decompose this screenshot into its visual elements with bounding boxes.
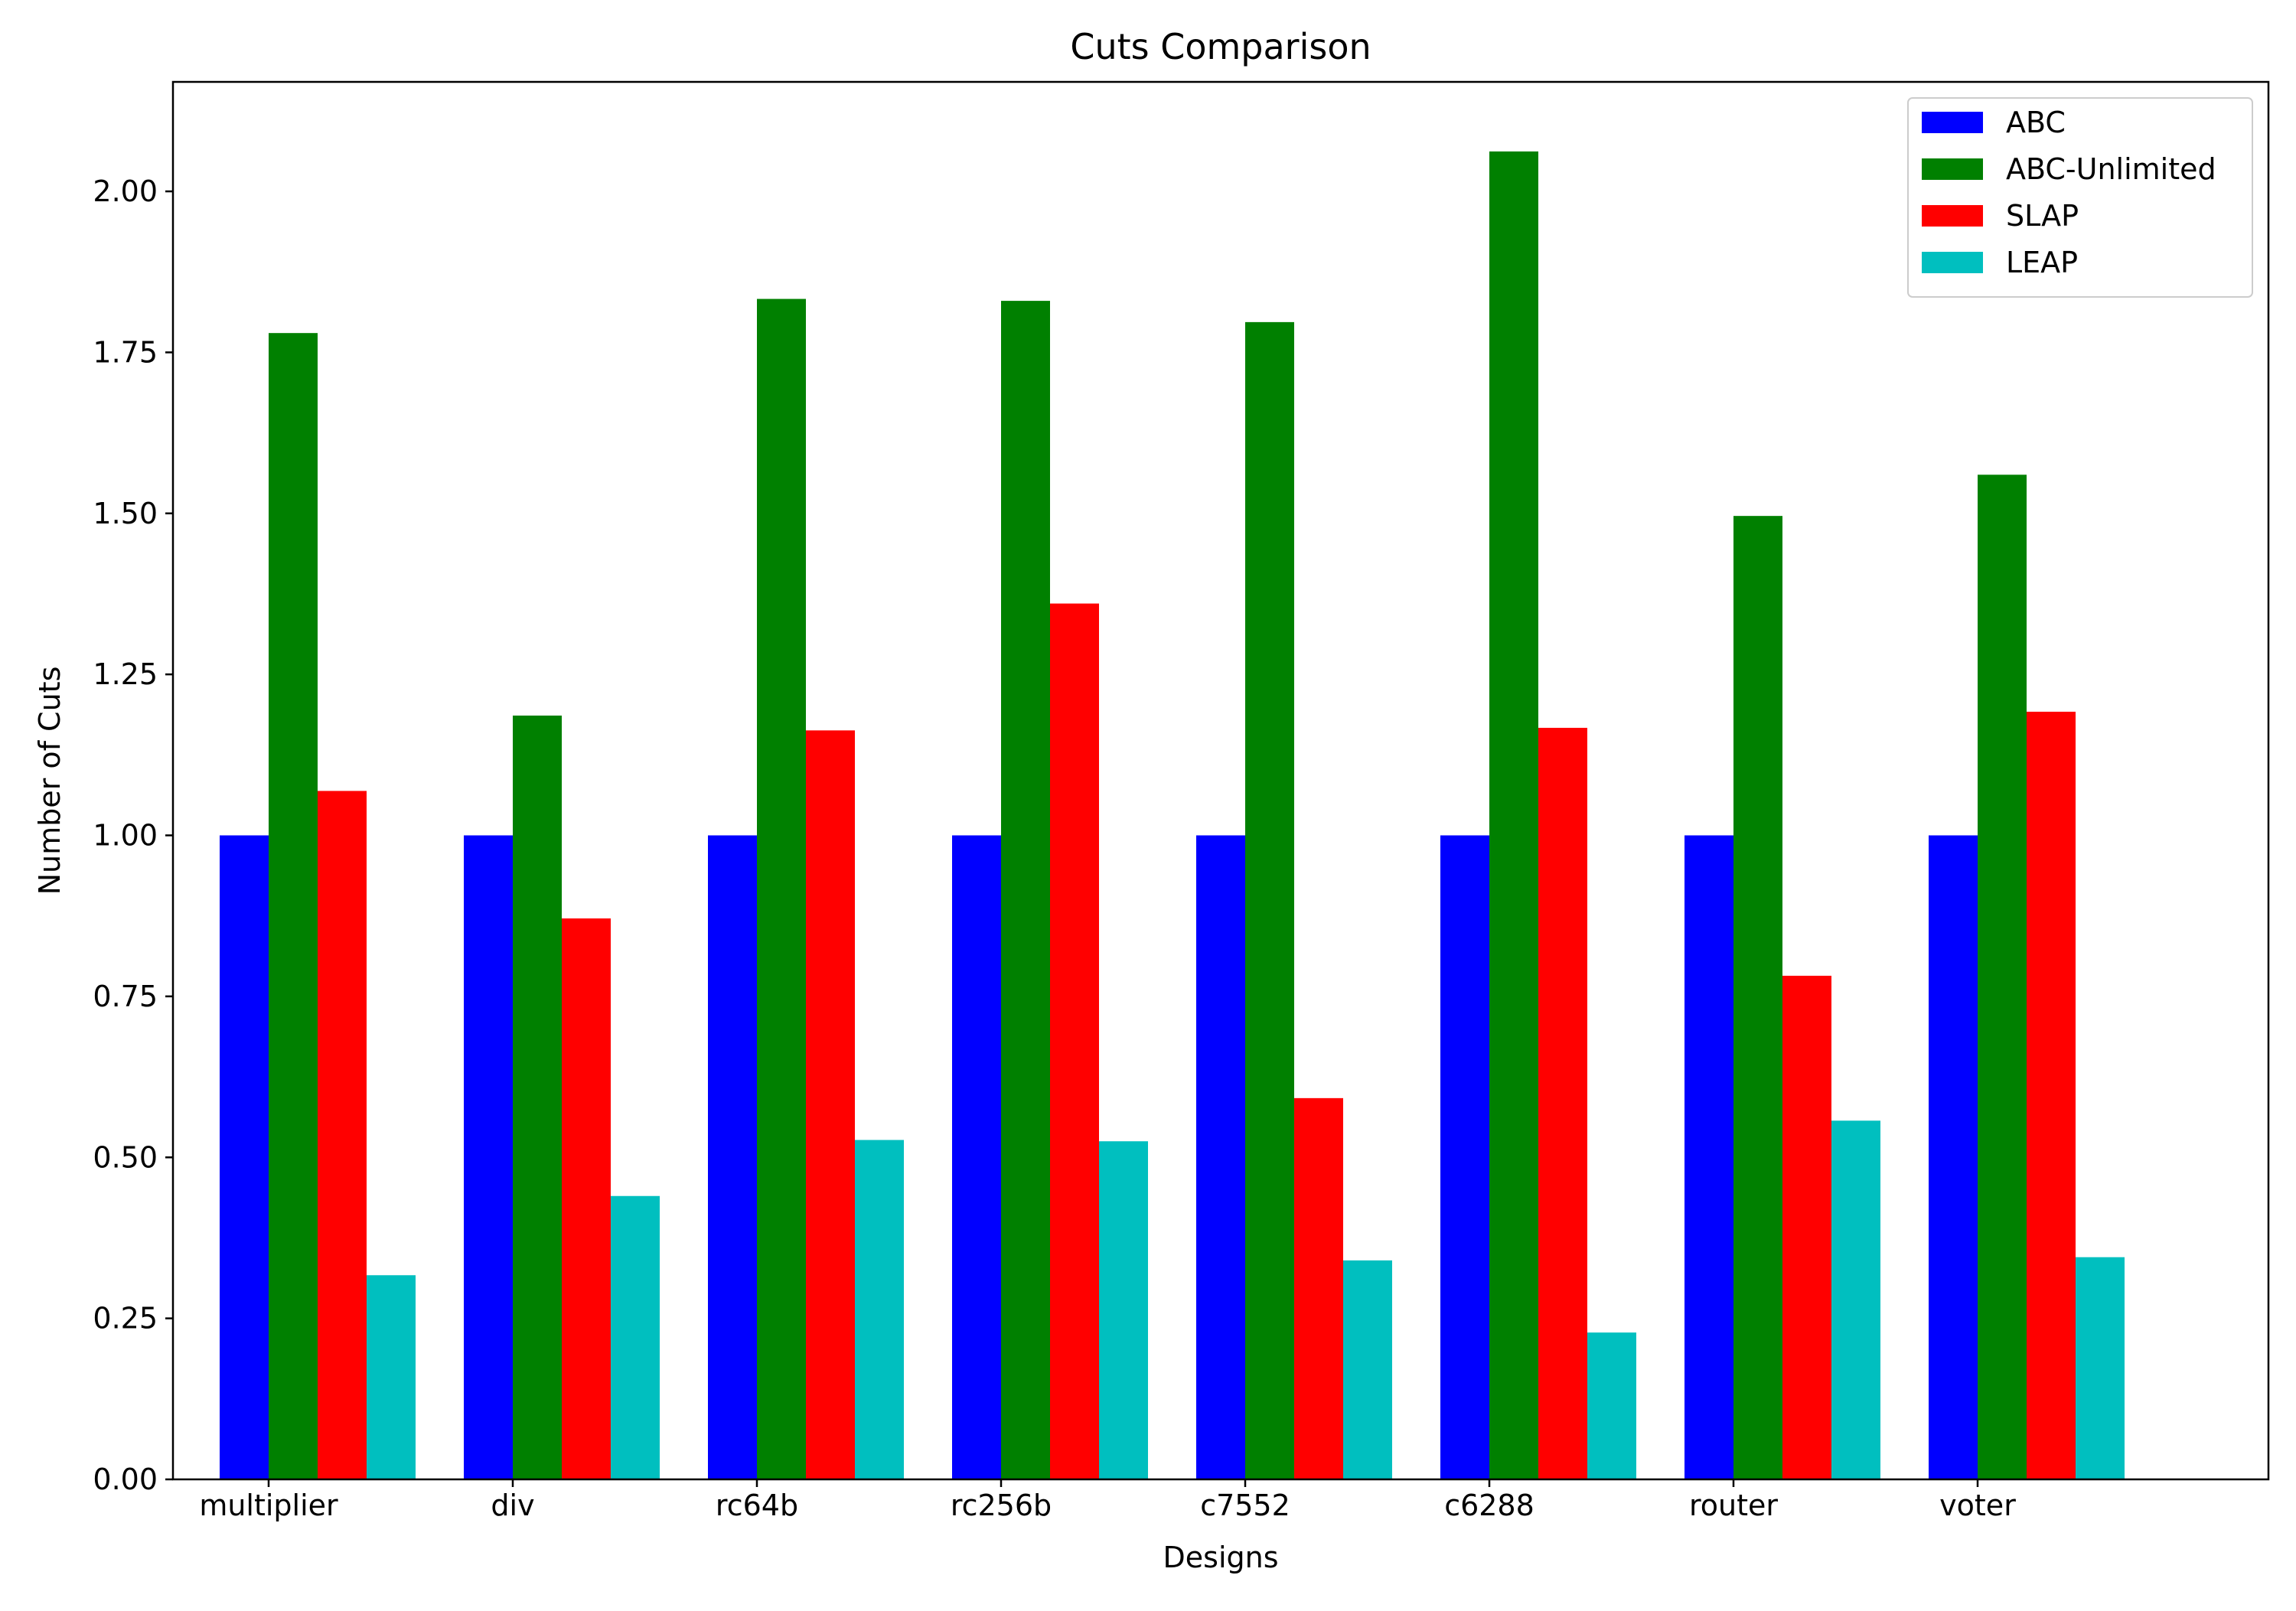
- x-tick-label: rc64b: [716, 1489, 798, 1522]
- legend-label: SLAP: [2006, 199, 2079, 233]
- y-tick-label: 0.00: [93, 1463, 158, 1496]
- bar-rc256b-abc: [952, 835, 1001, 1479]
- y-axis-title: Number of Cuts: [33, 667, 67, 895]
- bar-multiplier-slap: [318, 791, 367, 1479]
- y-tick-label: 0.75: [93, 980, 158, 1013]
- y-tick-label: 2.00: [93, 174, 158, 208]
- bar-voter-abc-unlimited: [1978, 474, 2027, 1479]
- bar-multiplier-abc: [220, 835, 269, 1479]
- y-tick-label: 0.25: [93, 1302, 158, 1335]
- bar-rc64b-abc-unlimited: [757, 298, 806, 1480]
- x-tick-label: router: [1689, 1489, 1778, 1522]
- y-tick-label: 1.00: [93, 819, 158, 853]
- bar-voter-slap: [2027, 711, 2076, 1479]
- bar-div-abc-unlimited: [513, 716, 562, 1479]
- y-tick-label: 0.50: [93, 1140, 158, 1174]
- legend-swatch: [1922, 158, 1983, 180]
- bar-c6288-slap: [1538, 727, 1587, 1479]
- x-axis-title: Designs: [1163, 1541, 1279, 1574]
- legend-box: [1907, 97, 2253, 298]
- bar-c7552-abc: [1196, 835, 1245, 1479]
- bar-div-abc: [464, 835, 513, 1479]
- bar-rc64b-leap: [855, 1140, 904, 1479]
- chart-title: Cuts Comparison: [1070, 26, 1371, 67]
- x-tick-label: voter: [1939, 1489, 2016, 1522]
- bar-voter-abc: [1929, 835, 1978, 1479]
- legend-swatch: [1922, 252, 1983, 273]
- legend-swatch: [1922, 112, 1983, 133]
- legend-label: ABC-Unlimited: [2006, 152, 2216, 186]
- bar-rc256b-abc-unlimited: [1001, 301, 1050, 1480]
- legend-label: LEAP: [2006, 246, 2078, 279]
- bar-c7552-leap: [1343, 1260, 1392, 1479]
- x-tick-label: c7552: [1200, 1489, 1290, 1522]
- axis-layer: multiplier div rc64b rc256b c7552 c6288 router…: [93, 174, 2016, 1522]
- bar-rc64b-abc: [708, 835, 757, 1479]
- bar-rc256b-slap: [1050, 603, 1099, 1479]
- legend-label: ABC: [2006, 106, 2066, 139]
- y-tick-label: 1.50: [93, 497, 158, 530]
- plot-frame: [171, 80, 2270, 1481]
- x-tick-label: c6288: [1444, 1489, 1534, 1522]
- bar-c7552-slap: [1294, 1097, 1343, 1479]
- y-tick-label: 1.25: [93, 657, 158, 691]
- bar-div-leap: [611, 1195, 660, 1479]
- x-tick-label: div: [491, 1489, 534, 1522]
- bar-c7552-abc-unlimited: [1245, 321, 1294, 1479]
- bar-router-slap: [1782, 975, 1831, 1479]
- x-tick-label: multiplier: [199, 1489, 338, 1522]
- legend: ABC ABC-Unlimited SLAP LEAP: [1907, 97, 2253, 298]
- bar-c6288-abc: [1440, 835, 1489, 1479]
- bar-multiplier-leap: [367, 1275, 416, 1479]
- bar-rc64b-slap: [806, 730, 855, 1479]
- bar-voter-leap: [2076, 1257, 2125, 1479]
- x-tick-label: rc256b: [951, 1489, 1052, 1522]
- bar-div-slap: [562, 918, 611, 1479]
- legend-swatch: [1922, 205, 1983, 227]
- bars-layer: [220, 151, 2125, 1480]
- bar-router-abc: [1684, 835, 1733, 1479]
- bar-c6288-leap: [1587, 1332, 1636, 1479]
- bar-c6288-abc-unlimited: [1489, 151, 1538, 1479]
- y-tick-label: 1.75: [93, 335, 158, 369]
- bar-router-abc-unlimited: [1733, 516, 1782, 1479]
- bar-router-leap: [1831, 1120, 1880, 1479]
- bar-multiplier-abc-unlimited: [269, 333, 318, 1480]
- bar-rc256b-leap: [1099, 1141, 1148, 1479]
